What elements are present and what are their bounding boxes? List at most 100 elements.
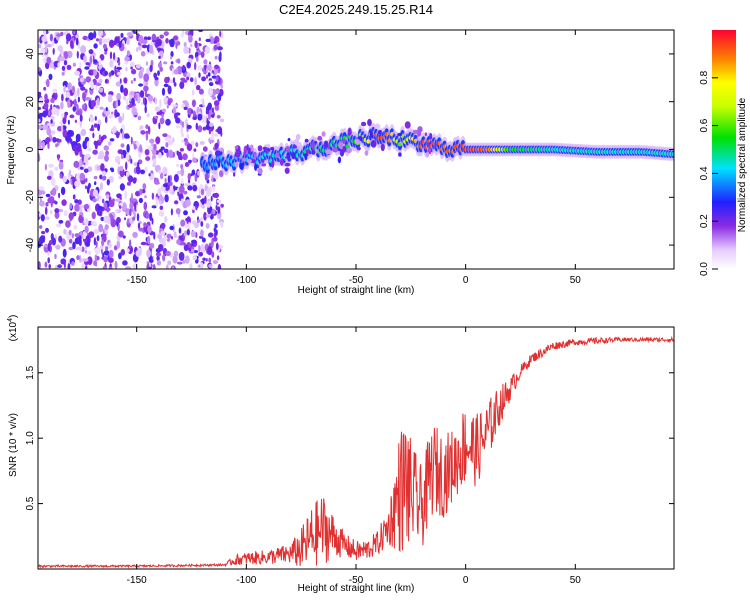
noise-speckle [164, 76, 169, 84]
noise-speckle [45, 44, 48, 53]
noise-speckle [200, 262, 204, 269]
colorbar: 0.0 0.2 0.4 0.6 0.8 Normalized spectral ampl… [699, 30, 748, 276]
noise-speckle [38, 186, 45, 191]
noise-speckle [38, 106, 42, 111]
noise-speckle [48, 110, 51, 117]
noise-speckle [58, 219, 64, 224]
noise-speckle [85, 97, 91, 101]
noise-speckle [187, 173, 191, 181]
noise-speckle [172, 104, 178, 108]
noise-speckle [82, 104, 85, 111]
noise-speckle [220, 221, 224, 228]
noise-speckle [140, 130, 146, 135]
noise-speckle [156, 38, 162, 47]
noise-speckle [46, 44, 52, 48]
noise-speckle [204, 195, 207, 204]
signal-scatter [341, 139, 347, 143]
noise-speckle [61, 65, 66, 71]
noise-speckle [165, 142, 169, 148]
noise-speckle [123, 87, 129, 97]
snr-x-label: Height of straight line (km) [298, 583, 415, 594]
noise-speckle [196, 195, 201, 199]
noise-speckle [210, 195, 213, 202]
signal-scatter [357, 146, 361, 151]
noise-speckle [108, 249, 114, 258]
noise-speckle [209, 36, 215, 44]
noise-speckle [191, 239, 197, 244]
y-tick-label: 1.5 [25, 365, 36, 379]
noise-speckle [93, 229, 100, 235]
noise-speckle [98, 134, 102, 143]
noise-speckle [171, 191, 175, 195]
signal-scatter [291, 152, 296, 160]
noise-speckle [157, 187, 162, 197]
noise-speckle [159, 117, 165, 125]
noise-speckle [115, 155, 121, 164]
noise-speckle [201, 204, 206, 209]
noise-speckle [173, 231, 177, 238]
noise-speckle [177, 65, 182, 75]
signal-scatter [295, 133, 301, 141]
noise-speckle [203, 59, 208, 65]
noise-speckle [57, 264, 62, 269]
noise-speckle [129, 201, 134, 211]
noise-speckle [89, 128, 95, 132]
colorbar-tick-label: 0.8 [699, 70, 710, 84]
noise-speckle [168, 149, 174, 159]
noise-speckle [116, 92, 121, 102]
noise-speckle [115, 208, 120, 213]
noise-speckle [92, 132, 95, 139]
noise-speckle [161, 113, 164, 118]
noise-speckle [72, 30, 76, 35]
noise-speckle [118, 116, 123, 124]
noise-speckle [147, 145, 153, 151]
signal-scatter [417, 126, 423, 133]
noise-speckle [152, 158, 157, 166]
noise-speckle [54, 166, 59, 171]
noise-speckle [197, 113, 203, 121]
noise-speckle [79, 114, 83, 122]
signal-scatter [424, 132, 427, 137]
noise-speckle [158, 55, 161, 60]
noise-speckle [103, 145, 110, 151]
noise-speckle [183, 138, 188, 142]
noise-speckle [125, 266, 132, 269]
noise-speckle [174, 200, 179, 205]
noise-speckle [97, 30, 104, 37]
signal-scatter [261, 163, 267, 167]
noise-speckle [91, 221, 94, 226]
noise-speckle [80, 128, 87, 137]
noise-speckle [158, 152, 162, 159]
noise-speckle [133, 77, 136, 82]
noise-speckle [119, 205, 121, 209]
noise-speckle [173, 250, 179, 258]
noise-speckle [48, 163, 54, 168]
noise-speckle [110, 168, 115, 173]
noise-speckle [115, 81, 121, 87]
noise-speckle [60, 31, 64, 36]
noise-speckle [220, 203, 224, 208]
noise-speckle [55, 244, 61, 250]
noise-speckle [104, 70, 108, 76]
noise-speckle [135, 249, 142, 257]
noise-speckle [215, 204, 218, 211]
noise-speckle [193, 250, 199, 253]
noise-speckle [69, 114, 75, 119]
noise-speckle [188, 34, 193, 43]
noise-speckle [113, 245, 118, 251]
noise-speckle [200, 229, 204, 237]
noise-speckle [199, 141, 205, 145]
noise-speckle [165, 264, 169, 269]
noise-speckle [54, 208, 60, 214]
noise-speckle [113, 52, 116, 61]
noise-speckle [62, 175, 67, 183]
noise-speckle [93, 175, 98, 180]
signal-scatter [354, 138, 360, 145]
noise-speckle [211, 75, 217, 79]
noise-speckle [85, 177, 88, 183]
noise-speckle [208, 139, 215, 143]
signal-scatter [332, 147, 338, 153]
noise-speckle [170, 51, 174, 58]
signal-scatter [321, 131, 326, 137]
noise-speckle [192, 157, 197, 163]
